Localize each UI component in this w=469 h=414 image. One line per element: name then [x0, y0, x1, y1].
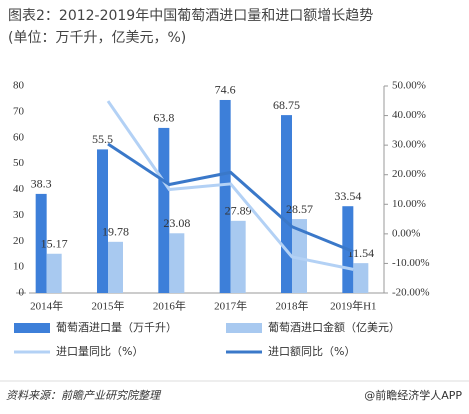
legend-label: 进口量同比（%）	[56, 345, 143, 358]
value-label: 27.89	[225, 204, 252, 218]
y2-tick-label: 0.00%	[392, 227, 420, 239]
value-label: 23.08	[163, 216, 190, 230]
value-label: 11.54	[348, 246, 375, 260]
x-tick-label: 2017年	[214, 299, 247, 313]
bar	[292, 219, 307, 293]
y-tick-label: 10	[13, 261, 25, 273]
legend-label: 进口额同比（%）	[268, 345, 355, 358]
bar	[281, 115, 292, 293]
legend-swatch	[226, 323, 262, 333]
y-tick-label: 60	[13, 131, 25, 143]
line	[106, 100, 354, 271]
y-tick-label: 70	[13, 105, 25, 117]
value-label: 28.57	[286, 202, 313, 216]
credit: @前瞻经济学人APP	[364, 388, 462, 402]
source: 资料来源：前瞻产业研究院整理	[6, 389, 162, 402]
value-label: 19.78	[102, 225, 129, 239]
line	[107, 142, 354, 253]
bar	[108, 241, 123, 293]
bar	[158, 127, 170, 293]
y-tick-label: 0	[19, 287, 25, 299]
bar	[97, 149, 108, 293]
y2-tick-label: -20.00%	[392, 287, 430, 299]
chart-title: 图表2：2012-2019年中国葡萄酒进口量和进口额增长趋势	[8, 8, 373, 24]
y2-tick-label: 40.00%	[392, 109, 426, 121]
legend-label: 葡萄酒进口金额（亿美元）	[268, 320, 400, 334]
bar	[169, 233, 185, 293]
y-tick-label: 50	[13, 157, 25, 169]
value-label: 55.5	[92, 132, 113, 146]
bar	[35, 193, 47, 293]
legend-swatch	[14, 323, 50, 333]
bar	[353, 263, 369, 293]
bar	[230, 220, 246, 293]
legend-label: 葡萄酒进口量（万千升）	[56, 321, 177, 334]
x-tick-label: 2015年	[92, 299, 125, 313]
x-tick-label: 2014年	[30, 299, 63, 313]
x-tick-label: 2018年	[276, 299, 309, 313]
y2-tick-label: 30.00%	[392, 139, 426, 151]
x-tick-label: 2016年	[153, 299, 186, 313]
x-tick-label: 2019年H1	[330, 299, 376, 313]
y-tick-label: 30	[13, 209, 25, 221]
chart-subtitle: (单位：万千升，亿美元，%)	[8, 30, 186, 46]
y-tick-label: 20	[13, 235, 25, 247]
y-tick-label: 40	[13, 183, 25, 195]
value-label: 63.8	[153, 111, 174, 125]
y-tick-label: 80	[13, 80, 25, 92]
y2-tick-label: 50.00%	[392, 80, 426, 92]
value-label: 38.3	[31, 177, 52, 191]
value-label: 68.75	[273, 98, 300, 112]
y2-tick-label: 10.00%	[392, 198, 426, 210]
bar	[46, 253, 62, 293]
y2-tick-label: -10.00%	[392, 257, 430, 269]
value-label: 74.6	[215, 83, 236, 97]
y2-tick-label: 20.00%	[392, 168, 426, 180]
value-label: 15.17	[41, 236, 68, 250]
value-label: 33.54	[334, 189, 361, 203]
bar	[219, 99, 231, 293]
